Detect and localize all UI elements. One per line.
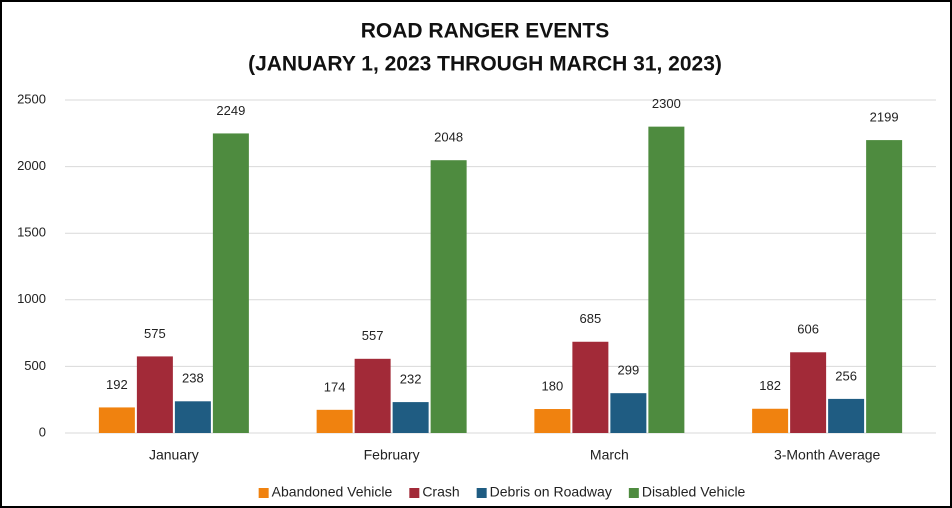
- legend-label: Debris on Roadway: [490, 484, 612, 500]
- data-label: 685: [580, 311, 602, 326]
- bar: [430, 160, 467, 433]
- bar: [648, 126, 685, 433]
- legend-swatch: [409, 488, 420, 498]
- bar: [534, 409, 571, 433]
- legend-label: Abandoned Vehicle: [272, 484, 393, 500]
- data-label: 606: [797, 322, 819, 337]
- bar: [174, 401, 211, 433]
- data-label: 232: [400, 372, 422, 387]
- data-label: 2199: [870, 110, 899, 125]
- bar: [136, 356, 173, 433]
- data-label: 182: [759, 378, 781, 393]
- y-tick-label: 0: [39, 424, 46, 439]
- data-label: 192: [106, 377, 128, 392]
- data-label: 2048: [434, 130, 463, 145]
- data-label: 174: [324, 379, 346, 394]
- bar: [790, 352, 827, 433]
- x-tick-label: February: [364, 447, 420, 463]
- bar: [828, 398, 865, 433]
- bar: [212, 133, 249, 433]
- bar: [392, 402, 429, 433]
- y-tick-label: 1000: [17, 291, 46, 306]
- bar: [572, 341, 609, 433]
- legend-swatch: [476, 488, 487, 498]
- data-label: 238: [182, 371, 204, 386]
- data-label: 2300: [652, 96, 681, 111]
- legend-swatch: [628, 488, 639, 498]
- data-label: 299: [618, 363, 640, 378]
- bar: [316, 409, 353, 433]
- data-label: 2249: [216, 103, 245, 118]
- bar: [866, 140, 903, 433]
- data-label: 180: [542, 378, 564, 393]
- y-tick-label: 500: [24, 358, 46, 373]
- data-label: 557: [362, 328, 384, 343]
- data-label: 256: [835, 368, 857, 383]
- legend-label: Crash: [422, 484, 459, 500]
- x-tick-label: 3-Month Average: [774, 447, 881, 463]
- bar: [354, 358, 391, 433]
- bar: [610, 393, 647, 433]
- y-tick-label: 2500: [17, 91, 46, 106]
- x-tick-label: March: [590, 447, 629, 463]
- y-tick-label: 1500: [17, 225, 46, 240]
- chart-title: (JANUARY 1, 2023 THROUGH MARCH 31, 2023): [248, 53, 722, 76]
- legend-label: Disabled Vehicle: [642, 484, 746, 500]
- bar: [752, 408, 789, 433]
- y-tick-label: 2000: [17, 158, 46, 173]
- x-tick-label: January: [149, 447, 199, 463]
- legend-swatch: [258, 488, 269, 498]
- chart-title: ROAD RANGER EVENTS: [361, 20, 610, 43]
- bar: [98, 407, 135, 433]
- data-label: 575: [144, 326, 166, 341]
